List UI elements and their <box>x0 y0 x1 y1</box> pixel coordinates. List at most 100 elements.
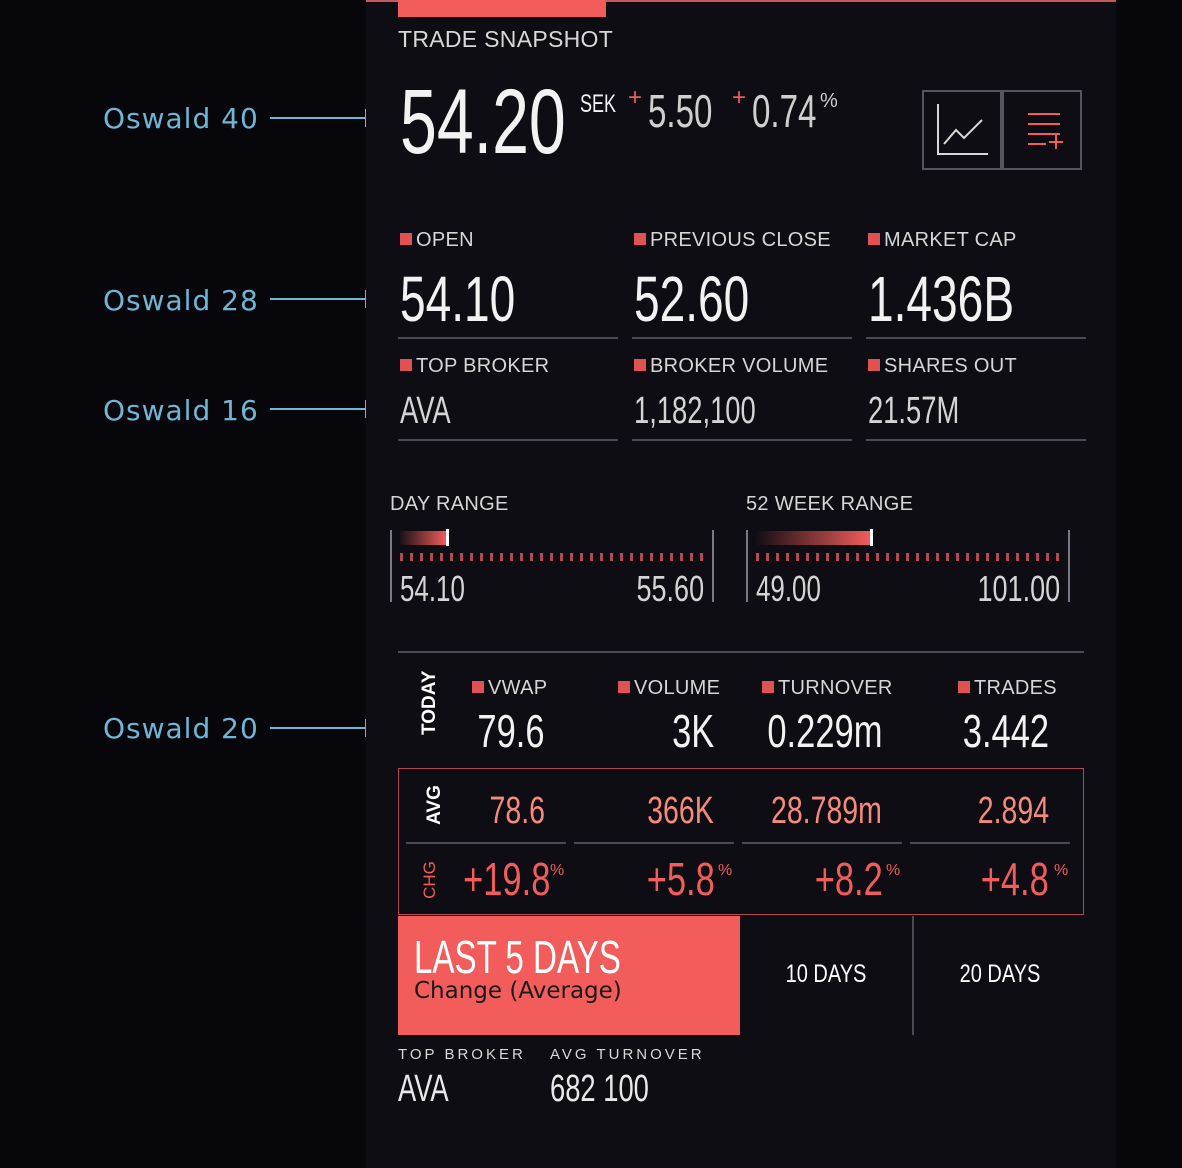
annotation-oswald-28: Oswald 28 <box>103 284 259 317</box>
panel-top-border <box>366 0 1116 2</box>
divider <box>632 337 852 339</box>
row-label-chg: CHG <box>420 861 439 899</box>
red-marker-icon <box>400 359 412 371</box>
day-range-low: 54.10 <box>400 568 465 609</box>
change-pct-sign: + <box>732 84 747 111</box>
add-to-list-icon <box>1028 113 1063 149</box>
row-label-today: TODAY <box>419 670 440 735</box>
annotation-line <box>270 400 367 418</box>
range-start-tick <box>746 530 748 602</box>
chg-trades-unit: % <box>1054 862 1069 879</box>
week52-range-track <box>756 553 1064 561</box>
week52-range-label: 52 WEEK RANGE <box>746 493 914 515</box>
divider <box>742 842 902 844</box>
col-label-turnover: TURNOVER <box>762 677 893 700</box>
tab-10-days-label: 10 DAYS <box>785 960 867 988</box>
day-range-marker <box>446 529 450 546</box>
day-range-fill <box>400 531 447 545</box>
annotation-line <box>270 719 367 737</box>
tab-20-days-label: 20 DAYS <box>959 960 1041 988</box>
footer-avg-turnover-label: AVG TURNOVER <box>550 1046 705 1063</box>
red-marker-icon <box>868 233 880 245</box>
divider <box>866 439 1086 441</box>
change-pct: 0.74 <box>752 85 817 137</box>
stat-label-open: OPEN <box>400 229 474 252</box>
annotation-oswald-20: Oswald 20 <box>103 712 259 745</box>
chg-turnover: +8.2 <box>814 853 883 905</box>
day-range-label: DAY RANGE <box>390 493 509 515</box>
week52-range-low: 49.00 <box>756 568 821 609</box>
footer-top-broker-label: TOP BROKER <box>398 1046 526 1063</box>
currency: SEK <box>580 90 617 118</box>
avg-chg-box <box>398 768 1084 915</box>
week52-range-fill <box>756 531 870 545</box>
red-marker-icon <box>634 233 646 245</box>
chg-volume: +5.8 <box>646 853 715 905</box>
tab-20-days[interactable]: 20 DAYS <box>914 916 1086 1035</box>
red-marker-icon <box>634 359 646 371</box>
pct-symbol: % <box>820 90 838 112</box>
stat-value-broker-volume: 1,182,100 <box>634 390 756 432</box>
red-marker-icon <box>762 681 774 693</box>
divider <box>406 842 566 844</box>
line-chart-icon <box>937 104 988 155</box>
stat-value-open: 54.10 <box>400 263 516 335</box>
tab-last-5-days-title: LAST 5 DAYS <box>414 931 621 983</box>
divider <box>398 651 1084 653</box>
day-range-high: 55.60 <box>636 568 704 609</box>
footer-avg-turnover-value: 682 100 <box>550 1068 649 1110</box>
change-abs: 5.50 <box>648 85 713 137</box>
red-marker-icon <box>868 359 880 371</box>
chg-vwap-unit: % <box>550 862 565 879</box>
divider <box>574 842 734 844</box>
stat-label-broker-volume: BROKER VOLUME <box>634 355 828 378</box>
panel-title: TRADE SNAPSHOT <box>398 26 614 52</box>
divider <box>398 337 618 339</box>
row-label-avg: AVG <box>424 785 445 825</box>
avg-volume: 366K <box>647 790 714 832</box>
divider <box>632 439 852 441</box>
divider <box>398 439 618 441</box>
chg-vwap: +19.8 <box>462 853 550 905</box>
chg-volume-unit: % <box>718 862 733 879</box>
stat-value-previous-close: 52.60 <box>634 263 750 335</box>
stat-value-shares-out: 21.57M <box>868 390 960 432</box>
week52-range-high: 101.00 <box>977 568 1060 609</box>
range-end-tick <box>712 530 714 602</box>
chg-trades: +4.8 <box>980 853 1049 905</box>
annotation-line <box>270 109 367 127</box>
red-marker-icon <box>618 681 630 693</box>
divider <box>866 337 1086 339</box>
red-marker-icon <box>958 681 970 693</box>
stat-value-top-broker: AVA <box>400 390 451 432</box>
tab-last-5-days-subtitle: Change (Average) <box>414 978 622 1004</box>
chart-button[interactable] <box>922 90 1002 170</box>
stat-value-market-cap: 1.436B <box>868 263 1015 335</box>
avg-vwap: 78.6 <box>489 790 545 832</box>
week52-range-marker <box>869 529 873 546</box>
avg-trades: 2.894 <box>977 790 1049 832</box>
red-marker-icon <box>472 681 484 693</box>
col-label-vwap: VWAP <box>472 677 547 700</box>
last-price: 54.20 <box>400 71 566 173</box>
annotation-line <box>270 290 367 308</box>
range-start-tick <box>390 530 392 602</box>
today-vwap: 79.6 <box>477 705 545 757</box>
tab-last-5-days[interactable]: LAST 5 DAYS Change (Average) <box>398 916 740 1035</box>
footer-top-broker-value: AVA <box>398 1068 449 1110</box>
red-marker-icon <box>400 233 412 245</box>
stat-label-top-broker: TOP BROKER <box>400 355 549 378</box>
col-label-trades: TRADES <box>958 677 1057 700</box>
annotation-oswald-16: Oswald 16 <box>103 394 259 427</box>
stat-label-market-cap: MARKET CAP <box>868 229 1017 252</box>
add-to-list-button[interactable] <box>1002 90 1082 170</box>
divider <box>910 842 1070 844</box>
stat-label-shares-out: SHARES OUT <box>868 355 1017 378</box>
tab-10-days[interactable]: 10 DAYS <box>740 916 912 1035</box>
annotation-oswald-40: Oswald 40 <box>103 102 259 135</box>
range-end-tick <box>1068 530 1070 602</box>
col-label-volume: VOLUME <box>618 677 720 700</box>
stat-label-previous-close: PREVIOUS CLOSE <box>634 229 831 252</box>
avg-turnover: 28.789m <box>771 790 882 832</box>
today-turnover: 0.229m <box>766 705 882 757</box>
